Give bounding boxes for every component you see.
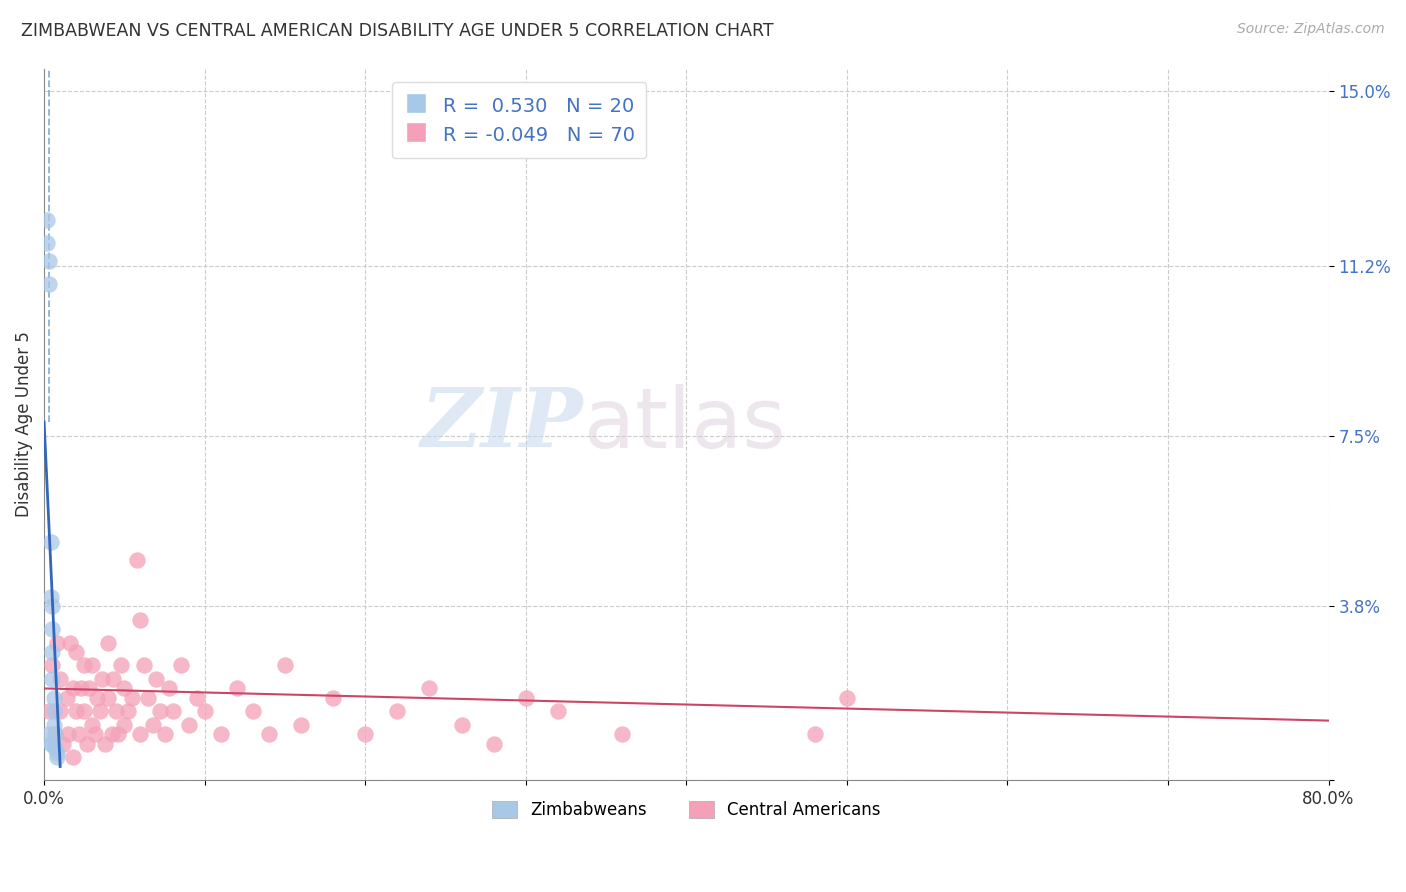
Point [387,705,409,719]
Point [70,681,93,696]
Point [42,705,65,719]
Point [42,718,65,732]
Point [418,681,440,696]
Point [41,658,63,673]
Point [38,705,60,719]
Point [38,727,60,741]
Point [835,690,858,705]
Point [142,718,165,732]
Point [65,645,87,659]
Point [82,718,104,732]
Point [100,727,122,741]
Text: atlas: atlas [583,384,786,465]
Point [37,235,59,250]
Point [46,746,69,760]
Point [482,737,505,751]
Point [73,705,96,719]
Point [450,718,472,732]
Point [41,673,63,687]
Point [46,635,69,649]
Point [41,622,63,636]
Point [290,718,312,732]
Point [41,599,63,613]
Point [90,673,112,687]
Point [105,705,128,719]
Point [162,705,184,719]
Point [209,727,232,741]
Point [84,727,107,741]
Point [138,690,160,705]
Point [55,690,77,705]
Point [97,690,120,705]
Point [117,705,139,719]
Point [186,690,208,705]
Point [38,254,60,268]
Point [42,690,65,705]
Point [112,718,135,732]
Point [322,690,344,705]
Point [157,681,180,696]
Point [46,750,69,764]
Point [354,727,377,741]
Point [112,681,135,696]
Legend: Zimbabweans, Central Americans: Zimbabweans, Central Americans [485,794,887,825]
Point [129,613,152,627]
Point [37,213,59,227]
Point [194,705,217,719]
Point [59,635,82,649]
Point [52,737,75,751]
Point [803,727,825,741]
Point [97,635,120,649]
Point [515,690,537,705]
Point [44,727,66,741]
Point [127,553,149,567]
Point [65,705,87,719]
Point [49,705,72,719]
Text: ZIMBABWEAN VS CENTRAL AMERICAN DISABILITY AGE UNDER 5 CORRELATION CHART: ZIMBABWEAN VS CENTRAL AMERICAN DISABILIT… [21,22,773,40]
Point [242,705,264,719]
Text: ZIP: ZIP [420,384,583,465]
Point [73,658,96,673]
Point [62,750,84,764]
Point [101,673,124,687]
Point [39,737,62,751]
Point [225,681,247,696]
Point [121,690,143,705]
Point [149,705,172,719]
Point [86,690,108,705]
Point [39,534,62,549]
Point [547,705,569,719]
Point [41,737,63,751]
Point [82,658,104,673]
Point [77,681,100,696]
Text: Source: ZipAtlas.com: Source: ZipAtlas.com [1237,22,1385,37]
Point [67,727,90,741]
Point [44,741,66,756]
Point [132,658,155,673]
Point [58,727,80,741]
Y-axis label: Disability Age Under 5: Disability Age Under 5 [15,332,32,517]
Point [62,681,84,696]
Point [145,673,167,687]
Point [169,658,191,673]
Point [89,705,111,719]
Point [94,737,117,751]
Point [49,673,72,687]
Point [129,727,152,741]
Point [44,727,66,741]
Point [76,737,98,751]
Point [107,727,129,741]
Point [257,727,280,741]
Point [41,645,63,659]
Point [153,727,176,741]
Point [274,658,297,673]
Point [110,658,132,673]
Point [177,718,200,732]
Point [610,727,633,741]
Point [39,590,62,604]
Point [38,277,60,292]
